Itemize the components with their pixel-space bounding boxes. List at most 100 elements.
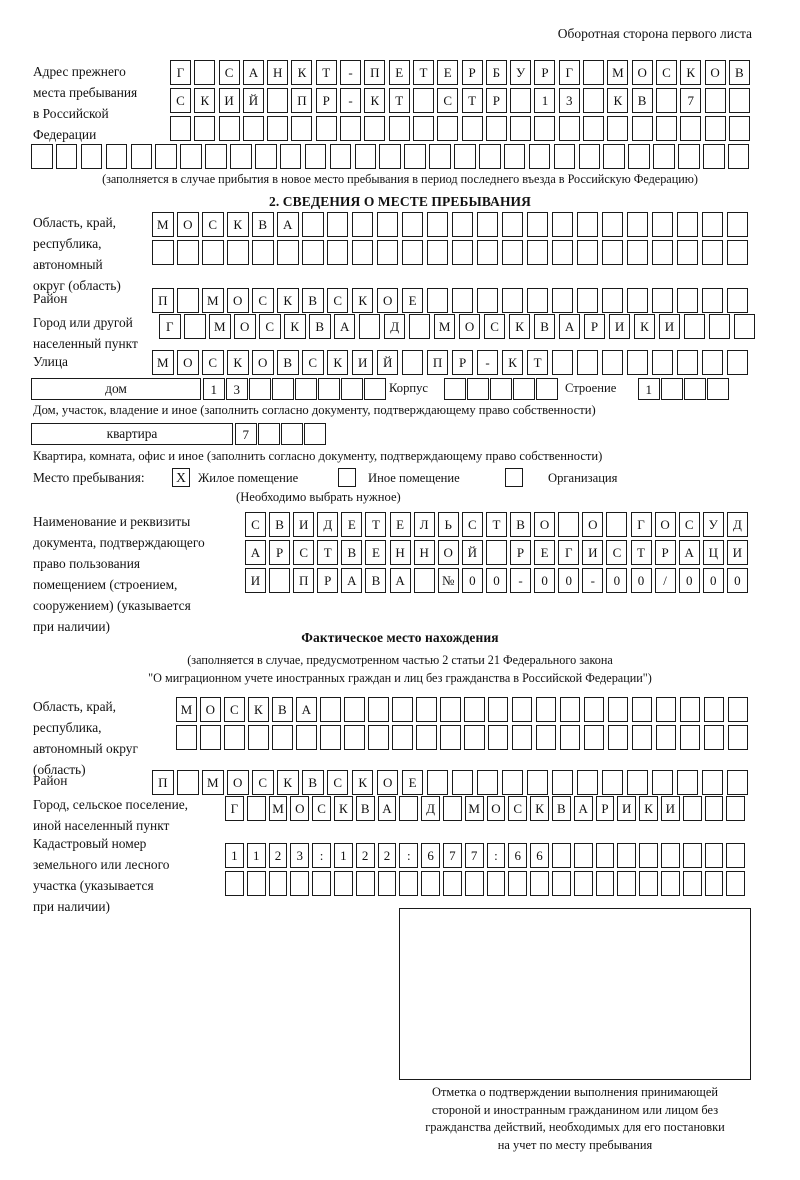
prev-address-r1-cell-17[interactable]: Г [558, 60, 580, 85]
prev-address-r4-cell-26[interactable] [653, 144, 675, 169]
actual-district-r1-cell-6[interactable]: К [276, 770, 299, 795]
doc-r1-cell-13[interactable]: О [534, 512, 556, 537]
prev-address-r3-cell-13[interactable] [461, 116, 483, 141]
city-r1-cell-5[interactable]: С [258, 314, 281, 339]
doc-r3-cell-3[interactable]: П [293, 568, 315, 593]
city-r1-cell-24[interactable] [733, 314, 756, 339]
prev-address-r1-cell-11[interactable]: Т [412, 60, 434, 85]
prev-address-r4-cell-23[interactable] [578, 144, 601, 169]
cadastral-r1-cell-14[interactable]: 6 [508, 843, 528, 868]
actual-city-r1-cell-15[interactable]: К [530, 796, 549, 821]
actual-region-r1-cell-19[interactable] [607, 697, 629, 722]
cadastral-r1-cell-10[interactable]: 6 [421, 843, 440, 868]
doc-r1-cell-18[interactable]: О [654, 512, 676, 537]
actual-region-r2-cell-4[interactable] [247, 725, 269, 750]
stroenie-cells[interactable]: 1 [638, 378, 729, 400]
prev-address-r2-cell-11[interactable] [412, 88, 434, 113]
actual-city-r1-cell-6[interactable]: К [333, 796, 353, 821]
stroenie-cell-3[interactable] [684, 378, 706, 400]
doc-r1-cell-15[interactable]: О [582, 512, 604, 537]
doc-r3-cell-12[interactable]: - [510, 568, 532, 593]
prev-address-r2-cell-7[interactable]: Р [315, 88, 337, 113]
region-r2-cell-5[interactable] [251, 240, 274, 265]
actual-city-r1-cell-21[interactable]: И [660, 796, 680, 821]
prev-address-r2-cell-6[interactable]: П [291, 88, 313, 113]
doc-r1-cell-8[interactable]: Л [413, 512, 435, 537]
cadastral-r1-cell-20[interactable] [639, 843, 658, 868]
street-r1-cell-18[interactable] [576, 350, 599, 375]
prev-address-r2-cell-22[interactable]: 7 [680, 88, 702, 113]
stroenie-cell-1[interactable]: 1 [638, 378, 660, 400]
city-r1-cell-1[interactable]: Г [159, 314, 181, 339]
prev-address-r1-cell-9[interactable]: П [364, 60, 386, 85]
actual-region-r2-cell-8[interactable] [343, 725, 365, 750]
street-r1-cell-19[interactable] [601, 350, 624, 375]
street-r1-cell-23[interactable] [701, 350, 724, 375]
region-row-2[interactable] [152, 240, 749, 265]
actual-city-r1-cell-2[interactable] [246, 796, 266, 821]
actual-district-r1-cell-17[interactable] [551, 770, 574, 795]
prev-address-r4-cell-21[interactable] [528, 144, 551, 169]
street-r1-cell-15[interactable]: К [501, 350, 524, 375]
korpus-cell-4[interactable] [513, 378, 535, 400]
doc-r3-cell-13[interactable]: 0 [534, 568, 556, 593]
district-r1-cell-12[interactable] [426, 288, 449, 313]
doc-r3-cell-10[interactable]: 0 [461, 568, 483, 593]
house-box-label[interactable]: дом [31, 378, 201, 400]
actual-region-r2-cell-21[interactable] [655, 725, 677, 750]
cadastral-r1-cell-22[interactable] [682, 843, 702, 868]
cadastral-r1-cell-15[interactable]: 6 [530, 843, 549, 868]
prev-address-r3-cell-19[interactable] [607, 116, 629, 141]
prev-address-r2-cell-18[interactable] [583, 88, 605, 113]
checkbox-organization[interactable] [505, 468, 523, 487]
city-r1-cell-8[interactable]: А [333, 314, 356, 339]
region-r1-cell-3[interactable]: С [201, 212, 224, 237]
city-r1-cell-23[interactable] [708, 314, 731, 339]
actual-region-r2-cell-13[interactable] [463, 725, 485, 750]
cadastral-r1-cell-8[interactable]: 2 [377, 843, 397, 868]
prev-address-r4-cell-27[interactable] [678, 144, 700, 169]
city-r1-cell-17[interactable]: А [558, 314, 581, 339]
cadastral-r1-cell-19[interactable] [617, 843, 637, 868]
region-r1-cell-23[interactable] [701, 212, 724, 237]
prev-address-r3-cell-16[interactable] [534, 116, 556, 141]
actual-city-r1-cell-19[interactable]: И [617, 796, 637, 821]
flat-box-label[interactable]: квартира [31, 423, 233, 445]
cadastral-r2-cell-9[interactable] [399, 871, 419, 896]
prev-address-r4-cell-5[interactable] [130, 144, 153, 169]
region-r1-cell-5[interactable]: В [251, 212, 274, 237]
prev-address-r2-cell-4[interactable]: Й [242, 88, 264, 113]
city-r1-cell-7[interactable]: В [308, 314, 331, 339]
doc-r1-cell-2[interactable]: В [269, 512, 291, 537]
doc-r1-cell-7[interactable]: Е [389, 512, 411, 537]
prev-address-r4-cell-18[interactable] [454, 144, 476, 169]
region-r2-cell-12[interactable] [426, 240, 449, 265]
cadastral-r2-cell-22[interactable] [682, 871, 702, 896]
doc-r1-cell-10[interactable]: С [461, 512, 483, 537]
district-r1-cell-24[interactable] [726, 288, 749, 313]
doc-r2-cell-5[interactable]: В [341, 540, 363, 565]
region-r2-cell-6[interactable] [276, 240, 299, 265]
prev-address-r2-cell-8[interactable]: - [340, 88, 362, 113]
confirmation-stamp-area[interactable] [399, 908, 751, 1080]
doc-r3-cell-4[interactable]: Р [317, 568, 339, 593]
cadastral-r1-cell-12[interactable]: 7 [464, 843, 484, 868]
cadastral-r2-cell-3[interactable] [268, 871, 288, 896]
doc-r1-cell-12[interactable]: В [510, 512, 532, 537]
prev-address-r2-cell-3[interactable]: И [218, 88, 240, 113]
doc-r2-cell-6[interactable]: Е [365, 540, 387, 565]
doc-r2-cell-12[interactable]: Р [510, 540, 532, 565]
prev-address-r1-cell-16[interactable]: Р [534, 60, 556, 85]
street-r1-cell-22[interactable] [676, 350, 699, 375]
actual-region-r1-cell-7[interactable] [319, 697, 341, 722]
cadastral-row-2[interactable] [225, 871, 746, 896]
district-r1-cell-21[interactable] [651, 288, 674, 313]
house-cell-4[interactable] [272, 378, 294, 400]
doc-r2-cell-7[interactable]: Н [389, 540, 411, 565]
region-r2-cell-11[interactable] [401, 240, 424, 265]
actual-district-r1-cell-3[interactable]: М [201, 770, 224, 795]
region-r1-cell-19[interactable] [601, 212, 624, 237]
